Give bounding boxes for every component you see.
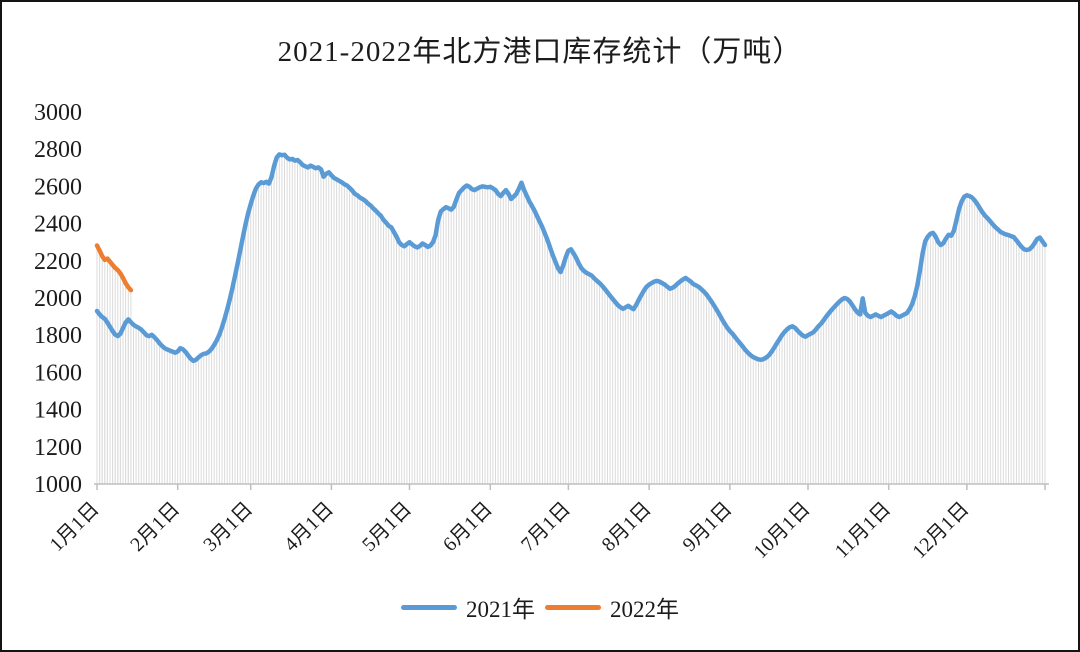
legend-label-2021: 2021年	[466, 597, 535, 622]
svg-text:3月1日: 3月1日	[199, 498, 257, 556]
chart-title: 2021-2022年北方港口库存统计（万吨）	[277, 36, 803, 68]
svg-text:11月1日: 11月1日	[831, 498, 896, 563]
x-axis-labels: 1月1日 2月1日 3月1日 4月1日 5月1日 6月1日 7月1日 8月1日 9月1日 10月1…	[46, 498, 974, 563]
svg-text:1000: 1000	[34, 472, 82, 498]
svg-text:1400: 1400	[34, 398, 82, 424]
svg-text:1800: 1800	[34, 323, 82, 349]
svg-text:12月1日: 12月1日	[908, 498, 973, 563]
svg-text:7月1日: 7月1日	[517, 498, 575, 556]
series-line-2021年	[94, 152, 1048, 364]
svg-text:8月1日: 8月1日	[598, 498, 656, 556]
svg-text:2000: 2000	[34, 286, 82, 312]
svg-text:1月1日: 1月1日	[46, 498, 104, 556]
svg-text:9月1日: 9月1日	[678, 498, 736, 556]
svg-text:1200: 1200	[34, 435, 82, 461]
y-axis-labels: 1000 1200 1400 1600 1800 2000 2200 2400 2600 2800…	[34, 100, 82, 498]
chart-legend: 2021年 2022年	[2, 590, 1078, 624]
svg-text:5月1日: 5月1日	[358, 498, 416, 556]
svg-text:4月1日: 4月1日	[280, 498, 338, 556]
legend-item-2021: 2021年	[401, 590, 535, 624]
legend-line-2022-icon	[545, 604, 601, 610]
series-line-2022年	[94, 243, 134, 293]
legend-line-2021-icon	[401, 604, 457, 610]
legend-item-2022: 2022年	[545, 590, 679, 624]
legend-label-2022: 2022年	[610, 597, 679, 622]
svg-text:2800: 2800	[34, 137, 82, 163]
svg-text:2600: 2600	[34, 174, 82, 200]
drop-lines	[96, 154, 1046, 484]
svg-text:1600: 1600	[34, 360, 82, 386]
svg-text:10月1日: 10月1日	[749, 498, 814, 563]
svg-text:3000: 3000	[34, 100, 82, 126]
svg-text:6月1日: 6月1日	[439, 498, 497, 556]
x-axis-ticks	[96, 484, 1046, 490]
svg-text:2月1日: 2月1日	[126, 498, 184, 556]
svg-text:2400: 2400	[34, 212, 82, 238]
svg-text:2200: 2200	[34, 249, 82, 275]
